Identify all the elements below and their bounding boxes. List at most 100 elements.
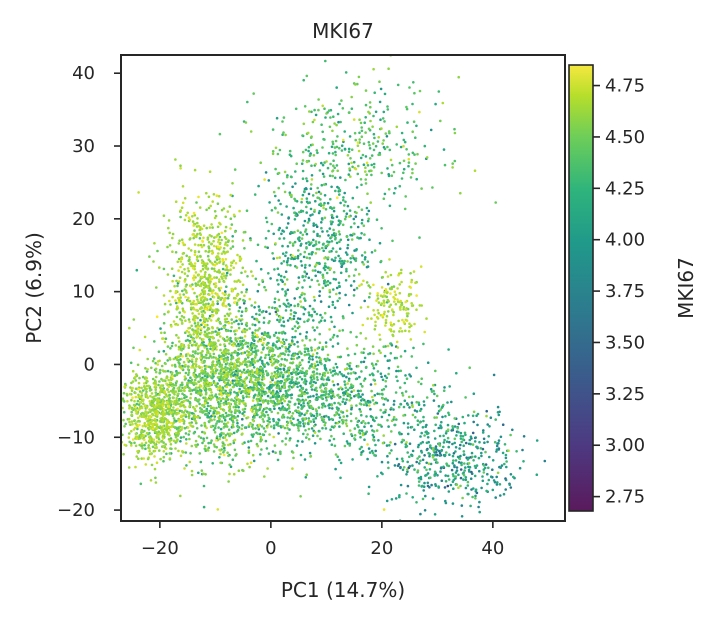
scatter-point — [205, 387, 208, 391]
scatter-point — [224, 411, 228, 415]
scatter-point — [301, 417, 305, 421]
scatter-point — [241, 424, 244, 427]
scatter-point — [264, 171, 268, 174]
scatter-point — [271, 150, 275, 153]
scatter-point — [261, 418, 265, 421]
scatter-point — [228, 352, 231, 356]
scatter-point — [282, 363, 285, 367]
scatter-point — [463, 469, 467, 472]
scatter-point — [305, 177, 308, 180]
scatter-point — [453, 127, 456, 131]
scatter-point — [254, 354, 257, 357]
scatter-point — [474, 494, 477, 498]
scatter-point — [202, 437, 205, 441]
scatter-point — [315, 412, 319, 415]
scatter-point — [360, 232, 363, 235]
scatter-point — [389, 303, 393, 307]
scatter-point — [231, 182, 234, 185]
scatter-point — [344, 178, 347, 182]
scatter-point — [224, 389, 227, 393]
scatter-point — [279, 396, 283, 400]
scatter-point — [296, 256, 300, 260]
scatter-point — [209, 388, 213, 392]
scatter-point — [339, 176, 342, 179]
scatter-point — [335, 286, 339, 290]
scatter-point — [240, 310, 244, 314]
scatter-point — [250, 341, 253, 345]
scatter-point — [316, 186, 320, 190]
scatter-point — [373, 419, 376, 423]
scatter-point — [230, 398, 233, 402]
scatter-point — [515, 450, 518, 453]
scatter-point — [154, 380, 157, 384]
scatter-point — [460, 440, 464, 444]
scatter-point — [290, 357, 293, 361]
scatter-point — [402, 305, 406, 309]
scatter-point — [347, 274, 351, 278]
scatter-point — [306, 391, 309, 395]
scatter-point — [405, 312, 409, 315]
scatter-point — [290, 393, 294, 397]
scatter-point — [385, 499, 389, 503]
scatter-point — [418, 455, 421, 458]
scatter-point — [232, 472, 236, 476]
scatter-point — [414, 416, 417, 419]
scatter-point — [196, 217, 199, 220]
scatter-point — [215, 311, 218, 315]
scatter-point — [159, 327, 162, 330]
scatter-point — [443, 386, 446, 389]
scatter-point — [211, 462, 214, 465]
scatter-point — [300, 305, 303, 309]
scatter-point — [310, 427, 314, 430]
scatter-point — [380, 227, 383, 230]
scatter-point — [253, 301, 257, 304]
scatter-point — [241, 344, 244, 347]
scatter-point — [211, 373, 215, 377]
scatter-point — [285, 391, 288, 395]
scatter-point — [367, 110, 370, 114]
scatter-point — [239, 340, 242, 344]
scatter-point — [178, 340, 181, 343]
scatter-point — [303, 320, 306, 324]
scatter-point — [302, 424, 306, 428]
scatter-point — [224, 229, 227, 233]
scatter-point — [338, 396, 341, 399]
scatter-point — [447, 445, 451, 449]
scatter-point — [218, 297, 222, 300]
scatter-point — [354, 138, 358, 142]
scatter-point — [188, 430, 191, 433]
scatter-point — [471, 455, 474, 459]
scatter-point — [342, 209, 346, 213]
scatter-point — [288, 381, 292, 385]
scatter-point — [260, 411, 264, 415]
scatter-point — [295, 423, 298, 427]
scatter-point — [334, 189, 337, 193]
scatter-point — [148, 435, 151, 439]
scatter-point — [158, 449, 161, 452]
scatter-point — [291, 242, 295, 245]
scatter-point — [231, 379, 235, 383]
scatter-point — [193, 322, 197, 325]
scatter-point — [308, 357, 312, 361]
scatter-point — [336, 334, 339, 338]
scatter-point — [298, 400, 301, 404]
scatter-point — [268, 312, 272, 316]
scatter-point — [267, 363, 270, 366]
scatter-point — [181, 289, 184, 293]
scatter-point — [336, 112, 340, 116]
scatter-point — [184, 354, 188, 358]
scatter-point — [312, 319, 315, 322]
scatter-point — [241, 370, 244, 374]
scatter-point — [254, 378, 257, 382]
scatter-point — [431, 186, 434, 189]
scatter-point — [324, 281, 328, 284]
scatter-point — [284, 309, 288, 312]
scatter-point — [167, 394, 171, 397]
scatter-point — [256, 444, 260, 448]
scatter-point — [236, 354, 239, 357]
scatter-point — [222, 426, 226, 429]
scatter-point — [380, 388, 384, 392]
scatter-point — [203, 311, 207, 314]
scatter-point — [425, 156, 429, 159]
scatter-point — [311, 143, 314, 146]
